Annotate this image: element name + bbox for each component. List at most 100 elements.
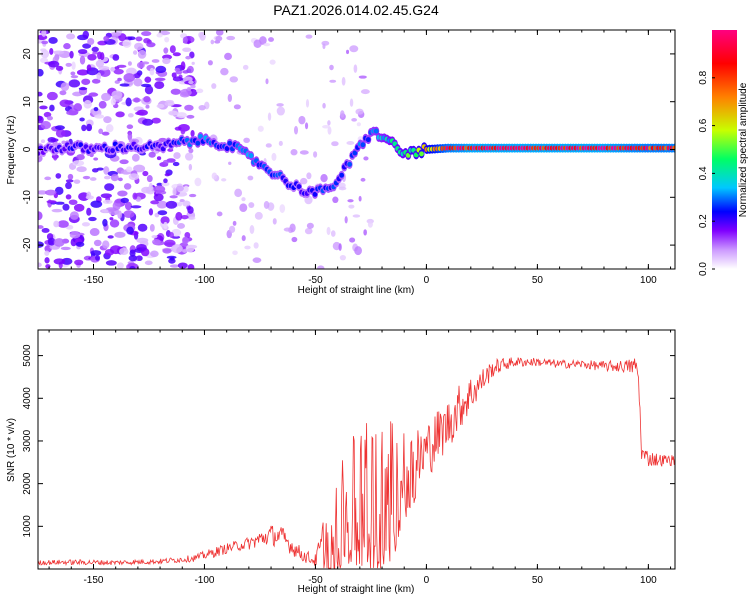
noise-cell: [57, 220, 69, 228]
y-tick-label: 3000: [22, 429, 33, 452]
noise-cell: [129, 249, 136, 257]
noise-cell: [123, 73, 136, 83]
noise-cell: [169, 195, 178, 199]
noise-cell: [320, 174, 328, 183]
noise-cell: [44, 176, 52, 181]
ridge-cell: [195, 140, 201, 146]
noise-cell: [98, 100, 107, 109]
noise-cell: [115, 200, 122, 204]
noise-cell: [146, 175, 153, 183]
noise-cell: [73, 179, 81, 184]
ridge-cell: [352, 150, 358, 156]
noise-cell: [183, 185, 189, 193]
noise-cell: [163, 47, 169, 54]
noise-cell: [195, 88, 204, 94]
noise-cell: [103, 166, 110, 175]
noise-cell: [172, 161, 180, 167]
noise-cell: [103, 116, 112, 124]
noise-cell: [356, 122, 361, 127]
noise-cell: [125, 97, 132, 107]
y-tick-label: 5000: [22, 344, 33, 367]
noise-cell: [269, 59, 276, 65]
noise-cell: [279, 204, 286, 213]
noise-cell: [44, 257, 50, 264]
noise-cell: [175, 185, 184, 192]
snr-frame: [37, 329, 676, 570]
noise-cell: [82, 30, 90, 39]
noise-cell: [73, 203, 85, 212]
ridge-cell: [347, 161, 353, 167]
noise-cell: [114, 80, 120, 84]
noise-cell: [119, 247, 129, 256]
noise-cell: [190, 130, 195, 137]
noise-cell: [38, 225, 44, 229]
noise-cell: [83, 99, 92, 109]
noise-cell: [305, 99, 310, 108]
x-tick-label: 100: [640, 275, 657, 286]
noise-cell: [169, 264, 180, 268]
noise-cell: [352, 214, 361, 218]
noise-cell: [194, 177, 202, 187]
noise-cell: [116, 262, 124, 269]
noise-cell: [154, 212, 160, 218]
noise-cell: [95, 255, 101, 261]
noise-cell: [54, 186, 64, 196]
noise-cell: [73, 103, 83, 112]
noise-cell: [49, 104, 55, 112]
ridge-cell: [78, 142, 84, 148]
noise-cell: [339, 255, 347, 261]
noise-cell: [38, 115, 44, 124]
snr-panel: -150 -100 -50 0 50 100 1000 2000 3000 4000 5000 H…: [6, 329, 676, 595]
noise-cell: [109, 245, 122, 255]
noise-cell: [55, 65, 64, 71]
noise-cell: [49, 47, 54, 55]
noise-cell: [86, 191, 92, 199]
x-tick-label: -150: [83, 275, 103, 286]
noise-cell: [242, 64, 249, 70]
noise-cell: [151, 234, 158, 239]
noise-cell: [78, 87, 88, 91]
y-tick-label: 20: [22, 48, 33, 60]
noise-cell: [163, 221, 168, 230]
noise-cell: [162, 159, 169, 165]
noise-cell: [248, 202, 255, 208]
colorbar-tick-label: 0.4: [698, 166, 709, 180]
noise-cell: [210, 39, 215, 45]
noise-cell: [101, 208, 109, 213]
noise-cell: [137, 49, 147, 59]
noise-cell: [173, 152, 181, 159]
noise-cell: [276, 103, 284, 107]
noise-cell: [79, 117, 85, 122]
noise-cell: [177, 262, 188, 269]
noise-cell: [149, 67, 155, 76]
noise-cell: [313, 151, 318, 158]
x-tick-label: -100: [194, 275, 214, 286]
noise-cell: [53, 220, 60, 228]
noise-cell: [354, 246, 362, 256]
noise-cell: [41, 30, 47, 37]
noise-cell: [184, 152, 194, 161]
noise-cell: [169, 256, 175, 261]
noise-cell: [40, 121, 51, 130]
noise-cell: [263, 43, 271, 47]
noise-cell: [144, 85, 154, 95]
x-tick-label: -100: [194, 575, 214, 586]
noise-cell: [69, 50, 74, 59]
noise-cell: [86, 207, 92, 216]
noise-cell: [253, 39, 262, 48]
noise-cell: [154, 81, 165, 90]
noise-cell: [232, 220, 237, 226]
noise-cell: [144, 76, 152, 83]
noise-cell: [186, 86, 192, 91]
noise-cell: [120, 197, 129, 204]
noise-cell: [66, 33, 76, 40]
noise-cell: [94, 114, 105, 119]
noise-cell: [148, 151, 156, 158]
noise-cell: [252, 257, 262, 263]
noise-cell: [271, 152, 277, 161]
noise-cell: [126, 124, 134, 130]
noise-cell: [55, 173, 62, 179]
noise-cell: [211, 172, 218, 180]
noise-cell: [40, 48, 47, 52]
figure-title: PAZ1.2026.014.02.45.G24: [273, 2, 439, 18]
